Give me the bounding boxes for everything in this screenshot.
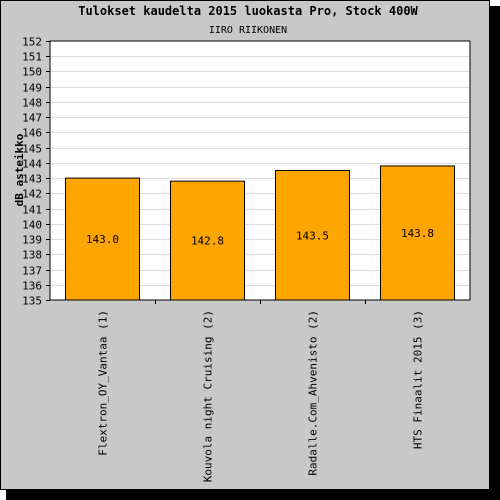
y-tick-label: 146 — [22, 127, 42, 140]
x-tick-label: Radalle.Com_Ahvenisto (2) — [307, 310, 320, 476]
data-label: 143.0 — [86, 233, 119, 246]
frame-shadow-right — [490, 6, 500, 500]
y-tick-label: 143 — [22, 173, 42, 186]
y-tick-label: 140 — [22, 219, 42, 232]
frame-shadow-bottom — [6, 490, 500, 500]
chart-subtitle: IIRO RIIKONEN — [209, 25, 287, 36]
data-label: 143.8 — [401, 227, 434, 240]
y-tick-label: 148 — [22, 97, 42, 110]
y-tick-label: 141 — [22, 204, 42, 217]
y-tick-label: 136 — [22, 280, 42, 293]
chart-title: Tulokset kaudelta 2015 luokasta Pro, Sto… — [78, 4, 418, 18]
bars: 143.0 142.8 143.5 143.8 — [65, 165, 455, 301]
y-tick-label: 137 — [22, 265, 42, 278]
y-tick-label: 151 — [22, 51, 42, 64]
x-axis-ticks: Flextron_OY_Vantaa (1) Kouvola night Crui… — [97, 300, 425, 482]
x-tick-label: Kouvola night Cruising (2) — [202, 310, 215, 482]
y-tick-label: 150 — [22, 66, 42, 79]
y-axis-ticks: 135 136 137 138 139 140 141 142 143 144 145 146 147 1… — [22, 36, 50, 308]
y-tick-label: 144 — [22, 158, 42, 171]
data-label: 143.5 — [296, 229, 329, 242]
y-tick-label: 147 — [22, 112, 42, 125]
data-label: 142.8 — [191, 235, 224, 248]
y-tick-label: 152 — [22, 36, 42, 49]
x-tick-label: HTS Finaalit 2015 (3) — [412, 310, 425, 449]
bar — [65, 177, 140, 301]
x-tick-label: Flextron_OY_Vantaa (1) — [97, 310, 110, 456]
y-tick-label: 138 — [22, 249, 42, 262]
y-axis-label: dB asteikko — [13, 133, 26, 206]
y-tick-label: 145 — [22, 143, 42, 156]
bar — [275, 170, 350, 301]
y-tick-label: 135 — [22, 295, 42, 308]
bar — [380, 165, 455, 301]
bar — [170, 180, 245, 301]
y-tick-label: 139 — [22, 234, 42, 247]
y-tick-label: 149 — [22, 82, 42, 95]
y-tick-label: 142 — [22, 188, 42, 201]
